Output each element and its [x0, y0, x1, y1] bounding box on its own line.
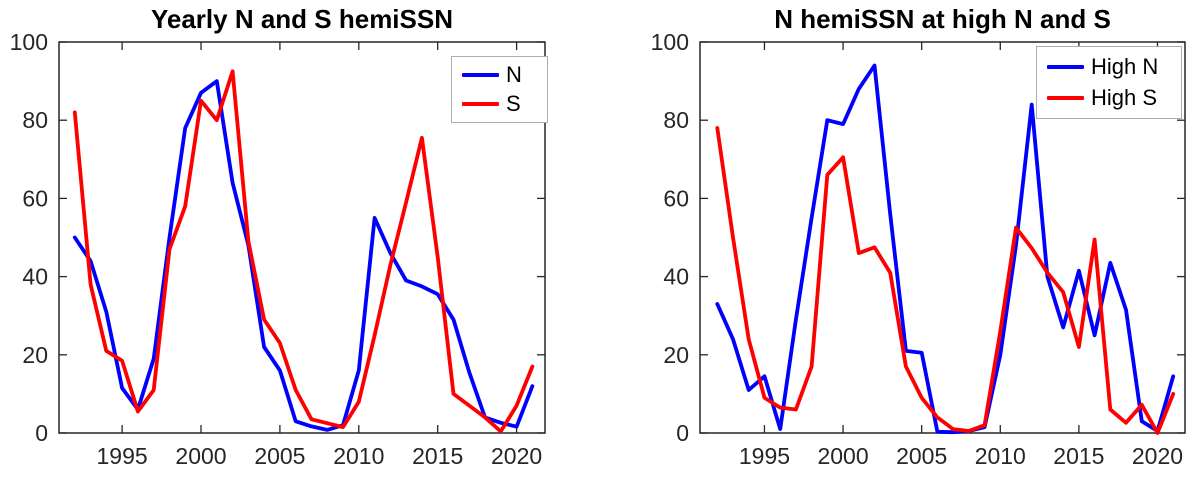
x-tick-label: 2000	[175, 443, 226, 469]
x-tick-label: 2015	[1053, 443, 1104, 469]
y-tick-label: 40	[663, 264, 689, 290]
y-tick-label: 80	[663, 107, 689, 133]
legend-item: High S	[1037, 87, 1181, 109]
series-line-high-n	[715, 63, 1176, 435]
legend-item: N	[452, 64, 547, 86]
right-chart-legend: High N High S	[1036, 46, 1182, 119]
y-tick-label: 60	[663, 185, 689, 211]
y-tick-label: 80	[22, 107, 48, 133]
x-tick-label: 2005	[254, 443, 305, 469]
y-tick-label: 100	[10, 29, 48, 55]
legend-label: S	[506, 91, 521, 116]
y-tick-label: 100	[651, 29, 689, 55]
y-tick-label: 20	[22, 342, 48, 368]
x-tick-label: 2015	[412, 443, 463, 469]
y-tick-label: 20	[663, 342, 689, 368]
series-line-s	[72, 69, 535, 434]
axis-box	[58, 41, 546, 434]
right-chart-title: N hemiSSN at high N and S	[774, 4, 1111, 34]
legend-line-high-n-swatch	[1047, 65, 1084, 69]
legend-item: High N	[1037, 56, 1181, 78]
series-line-high-s	[715, 126, 1176, 435]
left-chart-title: Yearly N and S hemiSSN	[150, 4, 453, 34]
x-tick-label: 1995	[739, 443, 790, 469]
legend-item: S	[452, 93, 547, 115]
y-tick-label: 0	[676, 420, 689, 446]
x-tick-label: 2005	[896, 443, 947, 469]
legend-label: High N	[1091, 54, 1159, 79]
legend-line-n-swatch	[462, 73, 499, 77]
y-tick-label: 60	[22, 185, 48, 211]
x-tick-label: 2020	[1132, 443, 1183, 469]
y-tick-label: 40	[22, 264, 48, 290]
legend-line-s-swatch	[462, 102, 499, 106]
legend-line-high-s-swatch	[1047, 96, 1084, 100]
x-tick-label: 2010	[975, 443, 1026, 469]
x-tick-label: 2010	[333, 443, 384, 469]
left-chart-legend: N S	[451, 56, 548, 123]
x-tick-label: 1995	[97, 443, 148, 469]
x-tick-label: 2000	[817, 443, 868, 469]
legend-label: High S	[1091, 85, 1158, 110]
legend-label: N	[506, 62, 522, 87]
series-line-n	[72, 79, 535, 432]
x-tick-label: 2020	[491, 443, 542, 469]
y-tick-label: 0	[35, 420, 48, 446]
